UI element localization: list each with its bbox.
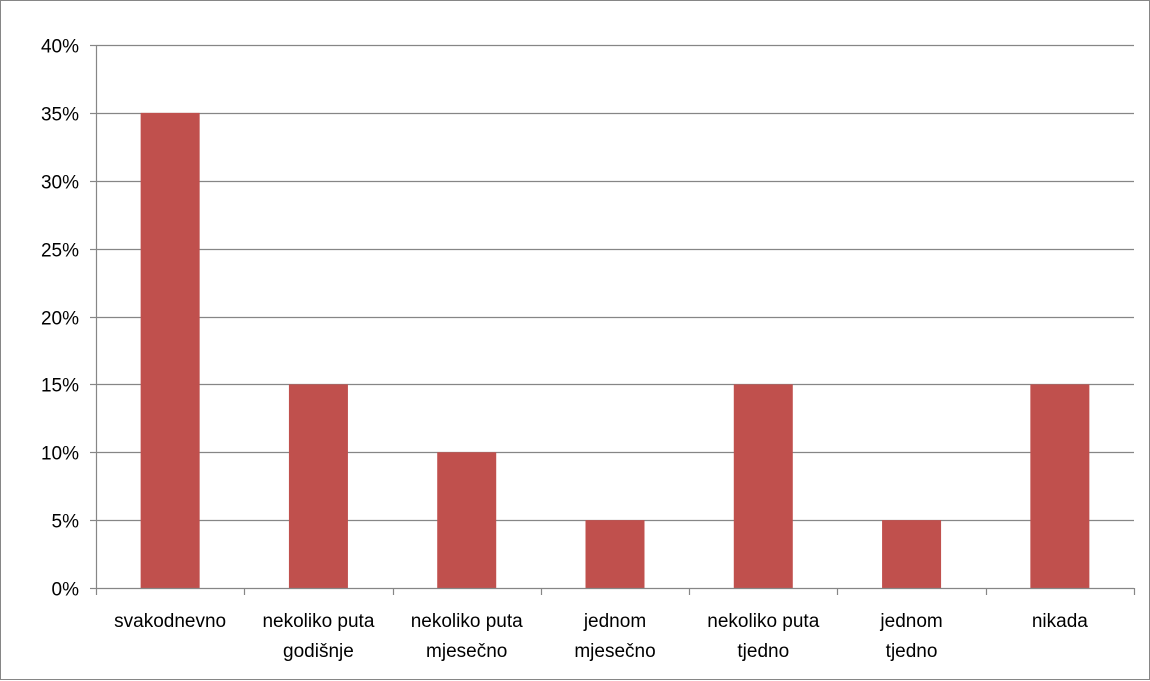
x-tick-label-line: jednom xyxy=(583,611,646,632)
bar xyxy=(288,384,348,588)
y-tick-label: 5% xyxy=(52,512,80,533)
x-tick-label: nekoliko puta tjedno xyxy=(707,611,819,662)
x-tick-label: nekoliko puta godišnje xyxy=(262,611,374,662)
bar xyxy=(437,452,497,588)
bar xyxy=(882,520,942,588)
y-tick-labels: 0% 5% 10% 15% 20% 25% 30% 35% 40% xyxy=(41,37,79,601)
bar xyxy=(585,520,645,588)
y-tick-label: 30% xyxy=(41,173,79,194)
x-tick-label: jednom tjedno xyxy=(879,611,942,662)
y-tick-label: 40% xyxy=(41,37,79,58)
y-tick-label: 15% xyxy=(41,376,79,397)
x-tick-labels: svakodnevno nekoliko puta godišnjenekoliko… xyxy=(114,611,1088,662)
x-tick-label: jednom mjesečno xyxy=(574,611,655,662)
y-tick-label: 20% xyxy=(41,309,79,330)
x-tick-label-line: nekoliko puta xyxy=(411,611,523,632)
x-tick-label: nekoliko puta mjesečno xyxy=(411,611,523,662)
bar xyxy=(733,384,793,588)
x-tick-label-line: svakodnevno xyxy=(114,611,226,632)
y-tick-label: 35% xyxy=(41,105,79,126)
y-tick-label: 10% xyxy=(41,444,79,465)
y-tick-label: 0% xyxy=(52,580,80,601)
x-tick-label: nikada xyxy=(1032,611,1088,632)
x-tick-label: svakodnevno xyxy=(114,611,226,632)
bars xyxy=(140,112,1090,588)
y-tick-label: 25% xyxy=(41,241,79,262)
axes xyxy=(90,44,1136,595)
x-tick-label-line: nekoliko puta xyxy=(262,611,374,632)
x-tick-label-line: tjedno xyxy=(737,641,789,662)
bar xyxy=(140,112,200,588)
x-tick-label-line: tjedno xyxy=(886,641,938,662)
gridlines xyxy=(96,44,1134,522)
x-tick-label-line: godišnje xyxy=(283,641,354,662)
x-tick-label-line: nikada xyxy=(1032,611,1088,632)
x-tick-label-line: mjesečno xyxy=(574,641,655,662)
bar xyxy=(1030,384,1090,588)
x-tick-label-line: mjesečno xyxy=(426,641,507,662)
x-tick-label-line: jednom xyxy=(879,611,942,632)
x-tick-label-line: nekoliko puta xyxy=(707,611,819,632)
